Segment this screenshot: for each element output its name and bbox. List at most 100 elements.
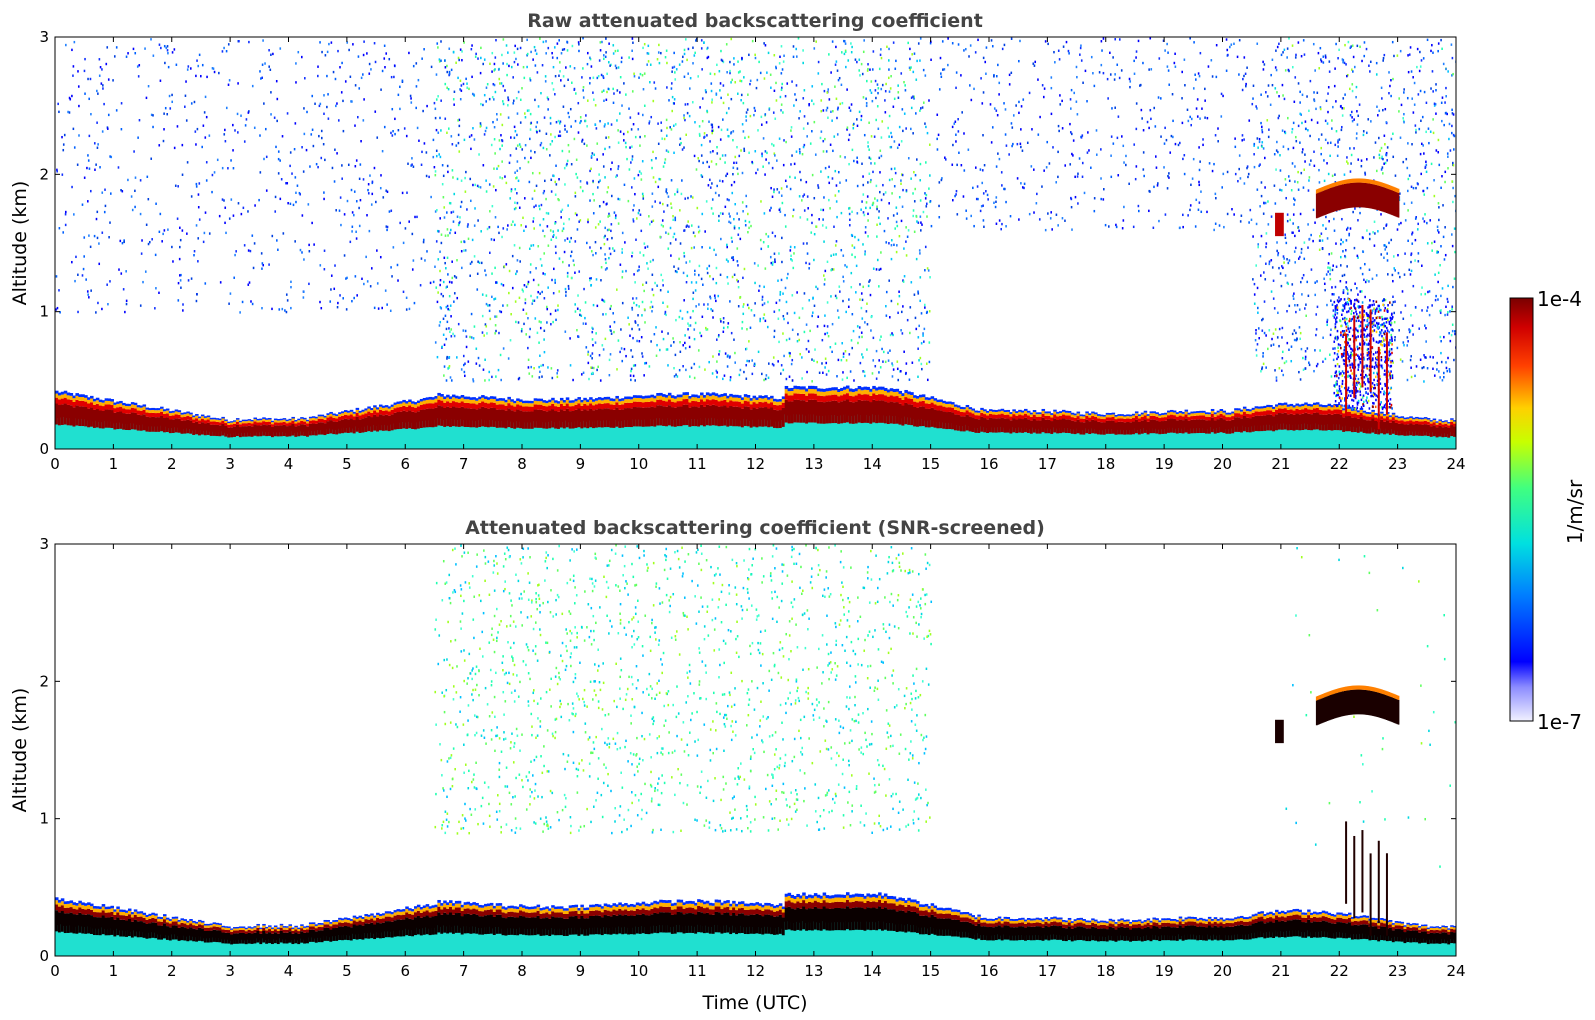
signal-pixel: [446, 256, 449, 260]
signal-pixel: [314, 102, 316, 105]
bl-red-mark: [618, 404, 622, 410]
bl-red-mark: [1441, 424, 1445, 428]
signal-pixel: [613, 330, 615, 334]
signal-pixel: [498, 310, 501, 313]
bl-orange-mark: [110, 401, 114, 406]
signal-pixel: [602, 153, 604, 156]
signal-pixel: [742, 305, 744, 308]
bl-base-mark: [778, 421, 783, 449]
bl-core-mark: [1254, 415, 1259, 432]
bl-base-mark: [881, 414, 885, 449]
signal-pixel: [820, 109, 823, 113]
bl-base-mark: [370, 426, 374, 449]
bl-red-mark: [504, 405, 509, 411]
bl-core-mark: [1289, 413, 1294, 431]
signal-pixel: [619, 75, 622, 79]
signal-pixel: [538, 376, 541, 379]
signal-pixel: [568, 217, 571, 221]
bl-core-mark: [580, 410, 584, 429]
bl-edge-mark: [916, 396, 920, 399]
signal-pixel: [683, 251, 685, 255]
signal-pixel: [827, 369, 830, 373]
signal-pixel: [197, 206, 200, 209]
bl-red-mark: [822, 396, 827, 403]
signal-pixel: [442, 196, 445, 199]
signal-pixel: [733, 63, 735, 66]
signal-pixel: [542, 218, 545, 221]
signal-pixel: [271, 307, 273, 311]
bl-edge-mark: [790, 387, 795, 391]
bl-red-mark: [656, 399, 660, 406]
bl-red-mark: [962, 412, 967, 417]
bl-core-mark: [349, 418, 354, 433]
signal-pixel: [397, 128, 400, 132]
signal-pixel: [830, 71, 832, 74]
signal-pixel: [526, 52, 529, 56]
signal-pixel: [390, 266, 392, 269]
bl-edge-mark: [1222, 410, 1227, 413]
bl-red-mark: [206, 419, 211, 423]
signal-pixel: [678, 143, 681, 146]
bl-orange-mark: [507, 399, 511, 404]
signal-pixel: [834, 169, 837, 173]
signal-pixel: [697, 157, 700, 160]
signal-pixel: [521, 327, 523, 331]
bl-core-mark: [1172, 418, 1177, 433]
signal-pixel: [637, 314, 639, 317]
bl-edge-mark: [1164, 412, 1168, 415]
signal-pixel: [890, 145, 893, 149]
bl-edge-mark: [1447, 422, 1451, 424]
signal-pixel: [875, 377, 878, 380]
bl-red-mark: [673, 402, 678, 408]
bl-core-mark: [160, 415, 164, 432]
signal-pixel: [860, 306, 863, 310]
signal-pixel: [59, 311, 61, 314]
bl-base-mark: [466, 420, 471, 449]
bl-base-mark: [63, 416, 68, 449]
bl-edge-mark: [659, 392, 663, 396]
signal-pixel: [463, 249, 465, 252]
signal-pixel: [443, 256, 446, 260]
bl-orange-mark: [986, 412, 990, 416]
signal-pixel: [545, 132, 548, 135]
bl-red-mark: [700, 399, 704, 405]
signal-pixel: [844, 350, 847, 353]
signal-pixel: [363, 40, 365, 43]
signal-pixel: [119, 239, 122, 243]
bl-edge-mark: [924, 397, 929, 400]
bl-core-mark: [218, 425, 222, 437]
signal-pixel: [596, 304, 599, 308]
bl-core-mark: [702, 406, 707, 427]
bl-orange-mark: [154, 410, 158, 414]
signal-pixel: [138, 64, 141, 67]
signal-pixel: [507, 98, 510, 102]
signal-pixel: [592, 303, 595, 307]
signal-pixel: [854, 235, 856, 239]
signal-pixel: [198, 182, 201, 185]
bl-edge-mark: [994, 410, 999, 412]
bl-edge-mark: [317, 414, 322, 417]
bl-base-mark: [761, 419, 765, 449]
signal-pixel: [543, 329, 546, 332]
bl-edge-mark: [822, 388, 827, 392]
bl-core-mark: [726, 407, 730, 427]
signal-pixel: [450, 135, 453, 138]
signal-pixel: [362, 73, 364, 76]
bl-core-mark: [451, 406, 456, 427]
signal-pixel: [203, 231, 206, 235]
bl-edge-mark: [329, 411, 333, 414]
signal-pixel: [534, 98, 536, 102]
signal-pixel: [238, 40, 240, 43]
bl-orange-mark: [1181, 413, 1186, 417]
bl-orange-mark: [650, 397, 654, 402]
signal-pixel: [737, 264, 739, 267]
signal-pixel: [303, 258, 305, 261]
signal-pixel: [863, 39, 865, 42]
signal-pixel: [636, 339, 638, 343]
signal-pixel: [515, 177, 517, 180]
signal-pixel: [456, 215, 459, 218]
bl-edge-mark: [945, 401, 949, 404]
bl-red-mark: [606, 403, 611, 409]
signal-pixel: [499, 82, 501, 85]
signal-pixel: [253, 126, 256, 130]
